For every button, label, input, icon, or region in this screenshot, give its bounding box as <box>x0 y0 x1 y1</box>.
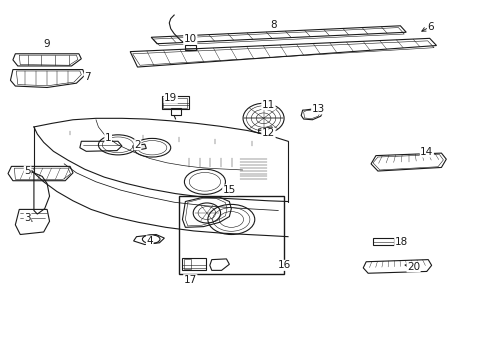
Polygon shape <box>133 144 147 150</box>
Text: 4: 4 <box>147 236 153 246</box>
Text: 18: 18 <box>395 237 408 247</box>
Text: 13: 13 <box>312 104 325 114</box>
Text: 7: 7 <box>84 72 91 82</box>
Text: 1: 1 <box>105 133 112 143</box>
Text: 14: 14 <box>420 147 433 157</box>
Bar <box>179 196 284 274</box>
Bar <box>185 45 196 50</box>
Text: 6: 6 <box>427 22 434 32</box>
Text: 2: 2 <box>134 140 141 150</box>
Text: 20: 20 <box>407 262 420 272</box>
Text: 8: 8 <box>270 20 277 30</box>
Bar <box>184 259 191 269</box>
Text: 17: 17 <box>184 275 197 285</box>
Bar <box>373 238 393 245</box>
Text: 12: 12 <box>262 129 275 138</box>
Text: 16: 16 <box>277 260 291 270</box>
Text: 3: 3 <box>24 213 31 222</box>
Bar <box>162 96 189 109</box>
Text: 11: 11 <box>262 100 275 110</box>
Bar <box>182 258 206 270</box>
Text: 9: 9 <box>44 39 50 49</box>
Text: 10: 10 <box>184 35 197 44</box>
Bar <box>163 98 187 108</box>
Text: 5: 5 <box>24 166 31 176</box>
Text: 19: 19 <box>164 93 177 103</box>
Bar <box>171 108 180 115</box>
Text: 15: 15 <box>223 185 236 195</box>
